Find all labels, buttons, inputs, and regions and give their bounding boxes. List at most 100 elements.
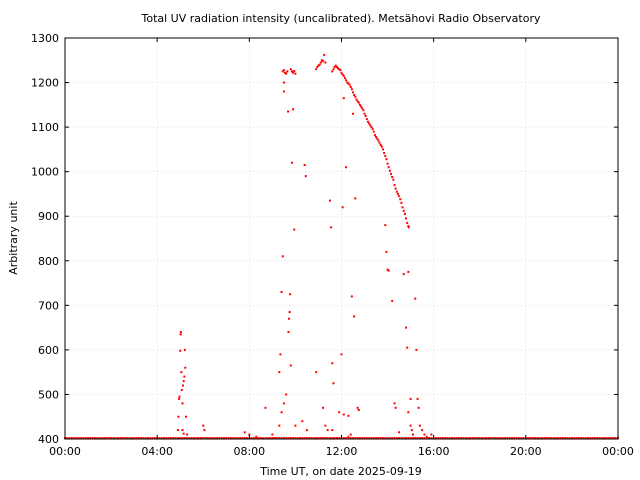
- data-point-baseline: [593, 437, 596, 440]
- data-point-baseline: [66, 437, 69, 440]
- data-point-baseline: [324, 437, 327, 440]
- data-point-baseline: [538, 437, 541, 440]
- data-point: [184, 366, 187, 369]
- data-point-baseline: [112, 437, 115, 440]
- data-point-baseline: [338, 437, 341, 440]
- data-point: [342, 74, 345, 77]
- data-point: [335, 65, 338, 68]
- data-point-baseline: [511, 437, 514, 440]
- data-point-baseline: [193, 437, 196, 440]
- data-point: [352, 91, 355, 94]
- data-point: [331, 362, 334, 365]
- data-point: [292, 71, 295, 74]
- data-point: [353, 94, 356, 97]
- data-point: [365, 118, 368, 121]
- data-point-baseline: [441, 437, 444, 440]
- data-point: [342, 97, 345, 100]
- data-point-baseline: [165, 437, 168, 440]
- data-point-baseline: [68, 437, 71, 440]
- x-axis-label: Time UT, on date 2025-09-19: [259, 465, 422, 478]
- data-point-baseline: [381, 437, 384, 440]
- data-point-baseline: [114, 437, 117, 440]
- data-point-baseline: [520, 437, 523, 440]
- data-point-baseline: [204, 437, 207, 440]
- data-point: [356, 406, 359, 409]
- data-point: [349, 433, 352, 436]
- data-point: [398, 195, 401, 198]
- data-point-baseline: [211, 437, 214, 440]
- data-point: [177, 415, 180, 418]
- data-point-baseline: [481, 437, 484, 440]
- data-point-baseline: [151, 437, 154, 440]
- data-point: [324, 61, 327, 64]
- data-point: [347, 82, 350, 85]
- data-point: [394, 406, 397, 409]
- data-point-baseline: [458, 437, 461, 440]
- data-point-baseline: [487, 437, 490, 440]
- data-point: [425, 435, 428, 438]
- data-point-baseline: [564, 437, 567, 440]
- data-point: [371, 127, 374, 130]
- data-point-baseline: [234, 437, 237, 440]
- data-point: [288, 311, 291, 314]
- data-point: [391, 299, 394, 302]
- data-point-baseline: [527, 437, 530, 440]
- data-point: [248, 433, 251, 436]
- y-tick-label: 800: [38, 255, 59, 268]
- data-point: [360, 105, 363, 108]
- data-point: [289, 364, 292, 367]
- data-point: [280, 411, 283, 414]
- data-point: [178, 395, 181, 398]
- chart-title: Total UV radiation intensity (uncalibrat…: [141, 12, 541, 25]
- data-point: [303, 163, 306, 166]
- data-point-baseline: [232, 437, 235, 440]
- data-point-baseline: [504, 437, 507, 440]
- data-point-baseline: [467, 437, 470, 440]
- data-point: [378, 141, 381, 144]
- y-tick-label: 500: [38, 388, 59, 401]
- data-point: [390, 172, 393, 175]
- data-point-baseline: [529, 437, 532, 440]
- data-point-baseline: [421, 437, 424, 440]
- data-point: [183, 348, 186, 351]
- data-point-baseline: [266, 437, 269, 440]
- data-point: [287, 110, 290, 113]
- data-point: [278, 424, 281, 427]
- data-point-baseline: [612, 437, 615, 440]
- data-point-baseline: [257, 437, 260, 440]
- data-point: [340, 353, 343, 356]
- data-point: [320, 59, 323, 62]
- data-point: [403, 212, 406, 215]
- data-point: [405, 217, 408, 220]
- data-point: [328, 199, 331, 202]
- data-point: [340, 71, 343, 74]
- data-point: [343, 77, 346, 80]
- data-point-baseline: [84, 437, 87, 440]
- data-point-baseline: [213, 437, 216, 440]
- data-point: [180, 371, 183, 374]
- data-point: [284, 71, 287, 74]
- data-point-baseline: [522, 437, 525, 440]
- data-point: [181, 384, 184, 387]
- data-point-baseline: [534, 437, 537, 440]
- data-point-baseline: [393, 437, 396, 440]
- y-tick-label: 1300: [31, 32, 59, 45]
- data-point: [386, 162, 389, 165]
- data-point: [324, 424, 327, 427]
- data-point: [352, 112, 355, 115]
- data-point-baseline: [610, 437, 613, 440]
- data-point-baseline: [225, 437, 228, 440]
- data-point: [393, 402, 396, 405]
- data-point-baseline: [241, 437, 244, 440]
- data-point-baseline: [206, 437, 209, 440]
- data-point-baseline: [573, 437, 576, 440]
- data-point: [409, 424, 412, 427]
- data-point: [384, 155, 387, 158]
- data-point: [179, 333, 182, 336]
- data-point-baseline: [130, 437, 133, 440]
- data-point-baseline: [474, 437, 477, 440]
- y-tick-label: 1100: [31, 121, 59, 134]
- data-point-baseline: [98, 437, 101, 440]
- data-point-baseline: [259, 437, 262, 440]
- data-point-baseline: [142, 437, 145, 440]
